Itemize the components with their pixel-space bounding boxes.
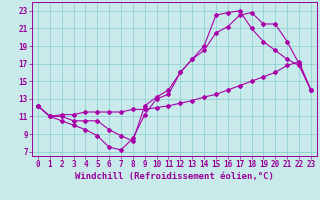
X-axis label: Windchill (Refroidissement éolien,°C): Windchill (Refroidissement éolien,°C) bbox=[75, 172, 274, 181]
